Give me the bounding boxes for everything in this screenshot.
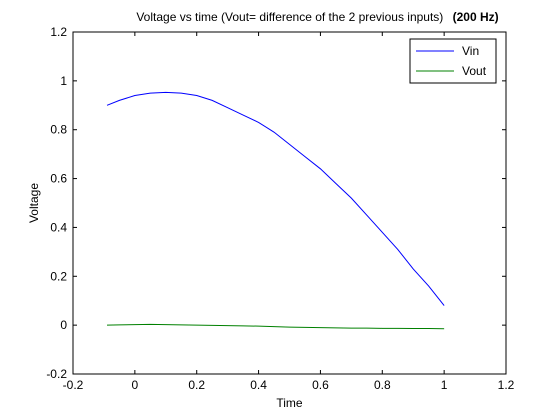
series-line-vin: [106, 91, 445, 306]
y-axis-label: Voltage: [27, 183, 41, 223]
legend-box: [409, 38, 497, 84]
x-tick-label: 0.6: [312, 378, 329, 392]
x-tick-label: 0.8: [374, 378, 391, 392]
chart-title-main: Voltage vs time (Vout= difference of the…: [136, 10, 443, 24]
y-tick-label: 1.2: [50, 25, 67, 39]
series-layer: [106, 91, 445, 330]
chart-title-frequency: (200 Hz): [453, 10, 499, 24]
x-tick-label: -0.2: [63, 378, 84, 392]
axes-box: [72, 31, 507, 375]
x-tick-label: 0.2: [188, 378, 205, 392]
plot-area: [73, 32, 506, 374]
legend-label-vout: Vout: [462, 64, 487, 78]
y-tick-label: 0.8: [50, 123, 67, 137]
y-tick-label: 0: [60, 318, 67, 332]
legend-label-vin: Vin: [462, 44, 479, 58]
y-tick-label: 0.4: [50, 220, 67, 234]
series-line-vout: [107, 323, 445, 330]
y-tick-label: 1: [60, 74, 67, 88]
x-tick-label: 0.4: [250, 378, 267, 392]
plot-background: [73, 32, 506, 374]
legend: Vin Vout: [409, 38, 497, 84]
chart-title: Voltage vs time (Vout= difference of the…: [136, 10, 498, 24]
y-axis-ticks: -0.2 0 0.2 0.4 0.6 0.8 1 1.2: [46, 25, 506, 381]
y-tick-label: 0.2: [50, 269, 67, 283]
x-tick-label: 0: [132, 378, 139, 392]
x-tick-label: 1.2: [498, 378, 515, 392]
x-tick-label: 1: [441, 378, 448, 392]
y-tick-label: -0.2: [46, 367, 67, 381]
x-axis-label: Time: [276, 396, 303, 410]
x-axis-ticks: -0.2 0 0.2 0.4 0.6 0.8 1 1.2: [63, 32, 515, 392]
y-tick-label: 0.6: [50, 172, 67, 186]
